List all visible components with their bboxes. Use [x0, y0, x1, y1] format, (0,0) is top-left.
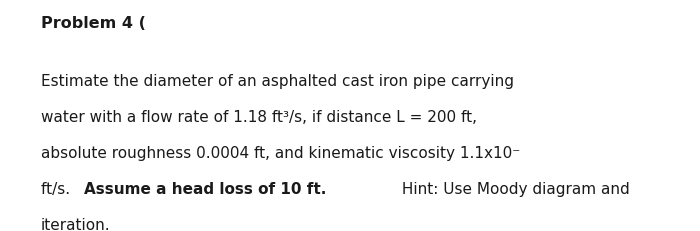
Text: iteration.: iteration.	[41, 217, 110, 231]
Text: Problem 4 (: Problem 4 (	[41, 16, 146, 31]
Text: Estimate the diameter of an asphalted cast iron pipe carrying: Estimate the diameter of an asphalted ca…	[41, 74, 514, 89]
Text: absolute roughness 0.0004 ft, and kinematic viscosity 1.1x10⁻: absolute roughness 0.0004 ft, and kinema…	[41, 146, 520, 161]
Text: water with a flow rate of 1.18 ft³/s, if distance L = 200 ft,: water with a flow rate of 1.18 ft³/s, if…	[41, 110, 477, 125]
Text: Assume a head loss of 10 ft.: Assume a head loss of 10 ft.	[85, 181, 327, 196]
Text: Hint: Use Moody diagram and: Hint: Use Moody diagram and	[397, 181, 630, 196]
Text: ft/s.: ft/s.	[41, 181, 75, 196]
